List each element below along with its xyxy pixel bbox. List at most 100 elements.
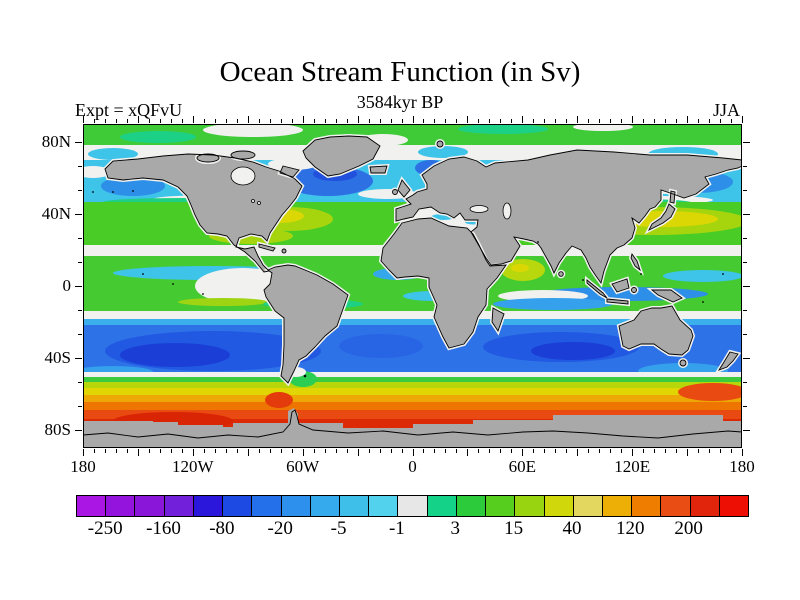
caspian-sea bbox=[502, 202, 512, 220]
axis-tick bbox=[621, 119, 622, 123]
axis-tick bbox=[182, 449, 183, 453]
colorbar-segment bbox=[631, 496, 661, 516]
colorbar bbox=[76, 495, 749, 517]
map-frame bbox=[83, 124, 742, 448]
x-axis-label: 180 bbox=[729, 457, 755, 476]
black-sea bbox=[469, 205, 489, 213]
colorbar-segment bbox=[368, 496, 398, 516]
axis-tick bbox=[149, 119, 150, 123]
colorbar-segment bbox=[572, 496, 602, 516]
island-specks bbox=[92, 190, 724, 378]
axis-tick bbox=[116, 449, 117, 453]
axis-tick bbox=[259, 449, 260, 453]
great-lakes bbox=[257, 201, 261, 205]
axis-tick bbox=[325, 449, 326, 453]
axis-tick bbox=[467, 116, 468, 123]
axis-tick bbox=[665, 449, 666, 453]
zero-band-south bbox=[83, 311, 742, 319]
axis-tick bbox=[577, 449, 578, 456]
axis-tick bbox=[171, 449, 172, 453]
x-axis-label: 60W bbox=[286, 457, 320, 476]
axis-tick bbox=[720, 119, 721, 123]
axis-tick bbox=[292, 449, 293, 453]
axis-tick bbox=[78, 190, 82, 191]
antarctic-coastline bbox=[83, 409, 742, 439]
colorbar-segment bbox=[718, 496, 749, 516]
axis-tick bbox=[654, 119, 655, 123]
axis-tick bbox=[743, 262, 747, 263]
axis-tick bbox=[75, 286, 82, 287]
axis-tick bbox=[127, 449, 128, 453]
axis-tick bbox=[632, 449, 633, 456]
inland-seas bbox=[230, 166, 512, 220]
axis-tick bbox=[182, 119, 183, 123]
axis-tick bbox=[511, 449, 512, 453]
axis-tick bbox=[743, 382, 747, 383]
axis-tick bbox=[215, 119, 216, 123]
y-axis-label: 80N bbox=[41, 132, 71, 151]
y-axis-label: 0 bbox=[62, 276, 72, 295]
axis-tick bbox=[743, 334, 747, 335]
subtitle-date: 3584kyr BP bbox=[356, 92, 444, 112]
axis-tick bbox=[94, 119, 95, 123]
colorbar-segment bbox=[105, 496, 135, 516]
axis-tick bbox=[358, 116, 359, 123]
axis-tick bbox=[555, 119, 556, 123]
axis-tick bbox=[566, 119, 567, 123]
axis-tick bbox=[105, 449, 106, 453]
axis-tick bbox=[500, 449, 501, 453]
axis-tick bbox=[588, 119, 589, 123]
axis-tick bbox=[78, 238, 82, 239]
axis-tick bbox=[423, 119, 424, 123]
axis-tick bbox=[75, 214, 82, 215]
axis-tick bbox=[555, 449, 556, 453]
axis-tick bbox=[687, 116, 688, 123]
axis-tick bbox=[303, 449, 304, 456]
axis-tick bbox=[743, 166, 747, 167]
axis-tick bbox=[445, 119, 446, 123]
tropical-band bbox=[83, 256, 742, 311]
axis-tick bbox=[676, 449, 677, 453]
axis-tick bbox=[78, 310, 82, 311]
colorbar-segment bbox=[77, 496, 106, 516]
axis-tick bbox=[281, 119, 282, 123]
axis-tick bbox=[456, 119, 457, 123]
colorbar-label: -80 bbox=[209, 518, 235, 539]
axis-tick bbox=[511, 119, 512, 123]
axis-tick bbox=[138, 116, 139, 123]
axis-tick bbox=[456, 449, 457, 453]
axis-tick bbox=[643, 119, 644, 123]
axis-tick bbox=[643, 449, 644, 453]
axis-tick bbox=[533, 119, 534, 123]
axis-tick bbox=[160, 119, 161, 123]
hudson-bay bbox=[230, 166, 256, 186]
axis-tick bbox=[347, 449, 348, 453]
axis-tick bbox=[731, 449, 732, 453]
axis-tick bbox=[193, 449, 194, 456]
colorbar-label: 200 bbox=[674, 518, 703, 539]
axis-tick bbox=[391, 449, 392, 453]
axis-tick bbox=[654, 449, 655, 453]
colorbar-label: -250 bbox=[87, 518, 123, 539]
axis-tick bbox=[533, 449, 534, 453]
axis-tick bbox=[478, 449, 479, 453]
axis-tick bbox=[445, 449, 446, 453]
colorbar-segment bbox=[601, 496, 632, 516]
axis-tick bbox=[742, 116, 743, 123]
axis-tick bbox=[621, 449, 622, 453]
world-map bbox=[83, 124, 742, 448]
axis-tick bbox=[204, 119, 205, 123]
axis-tick bbox=[292, 119, 293, 123]
axis-tick bbox=[105, 119, 106, 123]
axis-tick bbox=[743, 406, 747, 407]
colorbar-segment bbox=[660, 496, 690, 516]
axis-tick bbox=[709, 119, 710, 123]
axis-tick bbox=[698, 449, 699, 453]
axis-tick bbox=[544, 119, 545, 123]
colorbar-label: -1 bbox=[388, 518, 405, 539]
axis-tick bbox=[314, 119, 315, 123]
axis-tick bbox=[138, 449, 139, 456]
colorbar-segment bbox=[426, 496, 456, 516]
axis-tick bbox=[204, 449, 205, 453]
